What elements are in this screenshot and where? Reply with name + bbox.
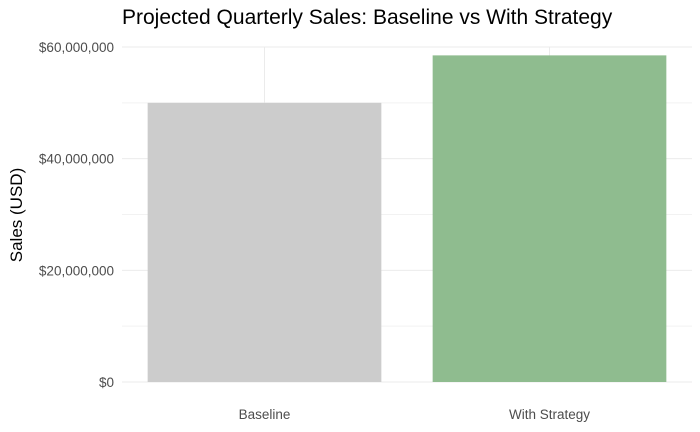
y-tick-label: $40,000,000 <box>39 152 114 167</box>
x-tick-label: Baseline <box>239 407 291 422</box>
chart-title: Projected Quarterly Sales: Baseline vs W… <box>122 6 613 29</box>
bar-baseline <box>147 102 382 382</box>
y-tick-label: $20,000,000 <box>39 263 114 278</box>
x-tick-label: With Strategy <box>509 407 590 422</box>
y-tick-label: $0 <box>99 375 114 390</box>
bar-with-strategy <box>432 55 667 382</box>
y-tick-label: $60,000,000 <box>39 40 114 55</box>
